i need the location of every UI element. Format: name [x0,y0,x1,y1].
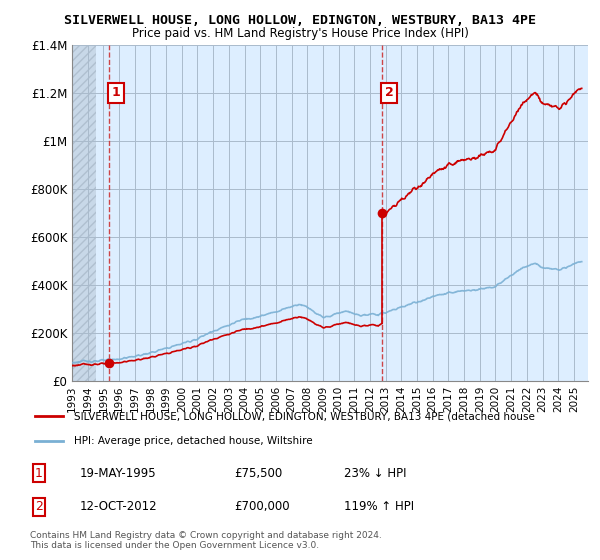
Text: 1: 1 [35,466,43,480]
Text: 12-OCT-2012: 12-OCT-2012 [79,500,157,514]
Text: £75,500: £75,500 [234,466,282,480]
Text: SILVERWELL HOUSE, LONG HOLLOW, EDINGTON, WESTBURY, BA13 4PE (detached house: SILVERWELL HOUSE, LONG HOLLOW, EDINGTON,… [74,411,535,421]
Text: 2: 2 [35,500,43,514]
Text: 1: 1 [112,86,120,99]
Text: £700,000: £700,000 [234,500,289,514]
Text: SILVERWELL HOUSE, LONG HOLLOW, EDINGTON, WESTBURY, BA13 4PE: SILVERWELL HOUSE, LONG HOLLOW, EDINGTON,… [64,14,536,27]
Text: 119% ↑ HPI: 119% ↑ HPI [344,500,414,514]
Bar [72,45,95,381]
Text: 23% ↓ HPI: 23% ↓ HPI [344,466,407,480]
Text: HPI: Average price, detached house, Wiltshire: HPI: Average price, detached house, Wilt… [74,436,313,446]
Text: 19-MAY-1995: 19-MAY-1995 [79,466,156,480]
Text: 2: 2 [385,86,394,99]
Text: Contains HM Land Registry data © Crown copyright and database right 2024.
This d: Contains HM Land Registry data © Crown c… [30,531,382,550]
Text: Price paid vs. HM Land Registry's House Price Index (HPI): Price paid vs. HM Land Registry's House … [131,27,469,40]
